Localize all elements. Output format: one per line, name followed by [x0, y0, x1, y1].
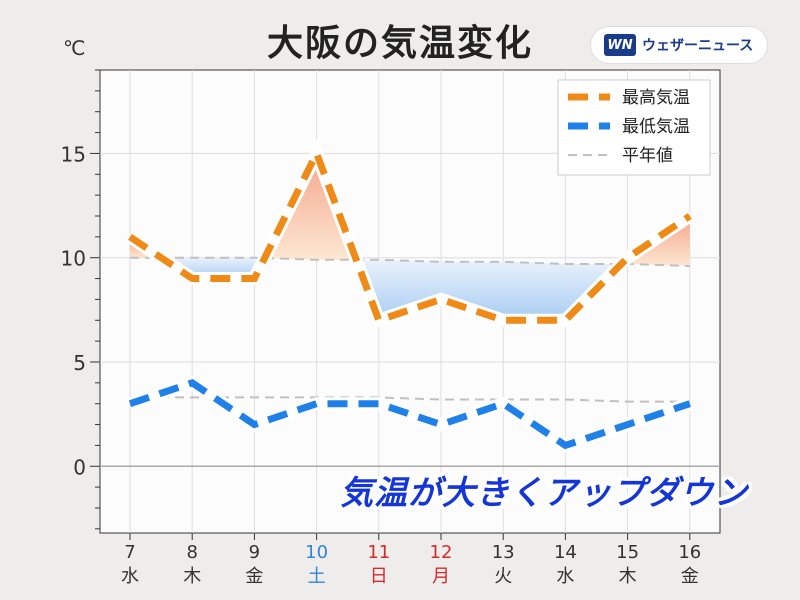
x-tick-label: 9	[249, 542, 260, 563]
x-tick-label: 7	[124, 542, 135, 563]
weekday-label: 金	[681, 566, 699, 587]
weekday-label: 水	[556, 566, 574, 587]
y-tick-label: 5	[73, 351, 86, 375]
legend-label: 最低気温	[622, 117, 690, 137]
weekday-label: 月	[432, 566, 450, 587]
brand-name: ウェザーニュース	[642, 38, 754, 54]
weekday-label: 木	[619, 566, 637, 587]
x-tick-label: 11	[367, 542, 390, 563]
y-tick-label: 10	[61, 247, 86, 271]
y-tick-label: 0	[73, 455, 86, 479]
x-tick-label: 12	[430, 542, 453, 563]
y-tick-label: 15	[61, 142, 86, 166]
min-temp-line	[128, 378, 691, 450]
x-tick-label: 14	[554, 542, 577, 563]
weekday-label: 火	[494, 566, 512, 587]
x-tick-label: 13	[492, 542, 515, 563]
axes: 0 5 10 15 7 水 8 木 9 金 10 土 11 日 12 月 13 火 14 水 15 木 16 金	[61, 69, 701, 587]
weekday-label: 木	[183, 566, 201, 587]
x-tick-label: 15	[616, 542, 639, 563]
y-axis-unit: ℃	[63, 36, 86, 60]
weekday-label: 金	[245, 566, 263, 587]
above-normal-fill	[264, 153, 357, 260]
series	[126, 137, 694, 453]
normal-high-line	[130, 256, 690, 268]
annotation-text: 気温が大きくアップダウン	[340, 473, 748, 512]
weekday-label: 土	[308, 566, 326, 587]
x-tick-label: 8	[186, 542, 197, 563]
chart-title: 大阪の気温変化	[266, 23, 533, 64]
legend-label: 平年値	[622, 146, 673, 166]
max-temp-line	[128, 144, 692, 325]
weathernews-logo: WN	[604, 34, 636, 56]
legend-label: 最高気温	[622, 88, 690, 108]
x-tick-label: 16	[678, 542, 701, 563]
brand-badge: WN ウェザーニュース	[590, 26, 768, 64]
weekday-label: 水	[121, 566, 139, 587]
x-tick-label: 10	[305, 542, 328, 563]
weekday-label: 日	[370, 566, 388, 587]
